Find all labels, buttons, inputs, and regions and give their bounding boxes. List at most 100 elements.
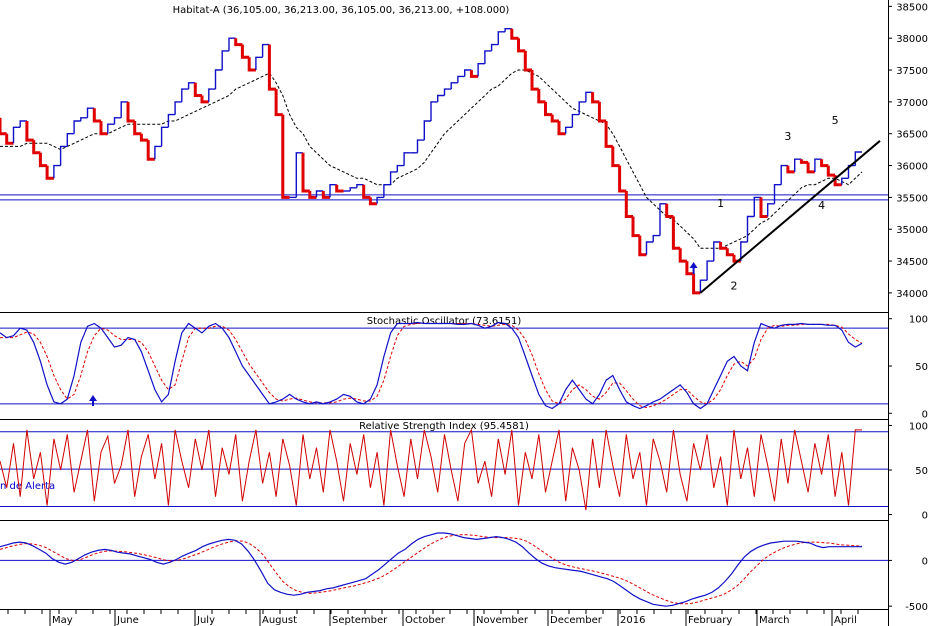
price-bar [725,248,734,257]
price-bar [267,44,277,91]
price-y-tick-label: 34500 [896,257,928,268]
price-bar [32,140,41,155]
buy-signal-arrow-icon [689,262,698,274]
stochastic-k-line [0,321,863,410]
momentum-panel: 0 -500 [0,532,928,613]
price-bar [376,196,384,204]
stochastic-signal-line [0,323,863,409]
price-bar [692,273,701,295]
momentum-y-tick-label: 0 [922,556,928,567]
price-bar [416,139,425,153]
trendline [699,140,881,294]
price-bar [773,184,782,204]
price-bar [450,82,458,90]
rsi-title: Relative Strength Index (95.4581) [359,421,529,432]
price-bar [814,158,822,172]
price-bar [490,43,499,51]
x-axis-month-label: 2016 [620,615,645,626]
price-bar [530,70,539,91]
price-y-tick-label: 38500 [896,2,928,13]
price-y-tick-label: 36500 [896,130,928,141]
price-y-tick-label: 38000 [896,34,928,45]
panel-frames [0,0,889,626]
price-bar [550,114,559,123]
rsi-panel: Relative Strength Index (95.4581) n de A… [0,421,928,522]
momentum-line [0,532,862,607]
price-bar [261,43,270,58]
price-bar [274,89,283,117]
price-bar [160,126,169,147]
price-bar [126,101,135,123]
price-bar [565,126,573,134]
price-bar [578,101,586,115]
price-bar [457,75,465,83]
stochastic-title: Stochastic Oscillator (73.6151) [367,316,522,327]
price-bar [321,191,330,199]
x-axis-month-label: March [759,615,789,626]
price-bar [437,94,445,102]
price-bar [38,152,48,168]
price-y-tick-label: 37000 [896,98,928,109]
price-bar [19,120,27,128]
stochastic-panel: Stochastic Oscillator (73.6151) 100 50 0 [0,315,928,420]
price-bar [187,82,196,90]
price-bar [699,279,708,293]
price-bar [281,114,290,199]
price-bar [53,164,61,179]
x-axis-month-label: February [688,615,732,626]
price-bar [193,82,202,97]
x-axis-month-label: May [52,615,73,626]
wave-label: 3 [784,130,791,143]
momentum-signal-line [0,534,863,605]
price-bar [396,164,405,172]
price-bar [753,196,761,217]
wave-label: 1 [717,197,724,210]
price-bar [571,113,580,128]
price-bar [120,101,128,118]
price-bar [99,121,108,136]
price-y-tick-label: 35500 [896,193,928,204]
price-bar [786,165,795,174]
price-bar [517,38,526,53]
price-bar [139,133,149,142]
price-bar [523,50,532,72]
price-panel: Habitat-A (36,105.00, 36,213.00, 36,105.… [0,2,928,300]
stochastic-y-tick-label: 50 [915,362,928,373]
price-bar [847,164,856,179]
price-bar [820,159,829,168]
price-bar [430,101,438,121]
momentum-y-tick-label: -500 [905,602,928,613]
price-bar [167,113,176,128]
price-bar [706,260,714,281]
price-bar [301,152,310,193]
price-bar [544,101,553,117]
price-bar [624,191,633,218]
price-bar [45,165,54,180]
price-bar [66,133,75,147]
price-bar [659,203,667,236]
rsi-y-tick-label: 0 [922,511,928,522]
wave-label: 5 [832,114,839,127]
price-bar [240,44,250,59]
price-bar [841,177,849,185]
price-bar [362,184,371,199]
price-bar [652,234,660,242]
price-bar [329,184,337,198]
price-bar [631,216,640,238]
price-bar [247,57,256,72]
price-bar [597,101,607,123]
price-bar [719,242,728,250]
rsi-y-tick-label: 100 [909,421,928,432]
price-bar [315,190,324,198]
wave-label: 4 [818,199,825,212]
price-bar [638,235,647,257]
price-bar [12,126,21,144]
price-bar [221,50,229,70]
x-axis-month-label: October [405,615,446,626]
price-bar [107,123,115,134]
price-bar [604,121,613,148]
price-bar [335,184,344,193]
x-axis-month-label: August [262,615,297,626]
price-y-tick-label: 37500 [896,66,928,77]
